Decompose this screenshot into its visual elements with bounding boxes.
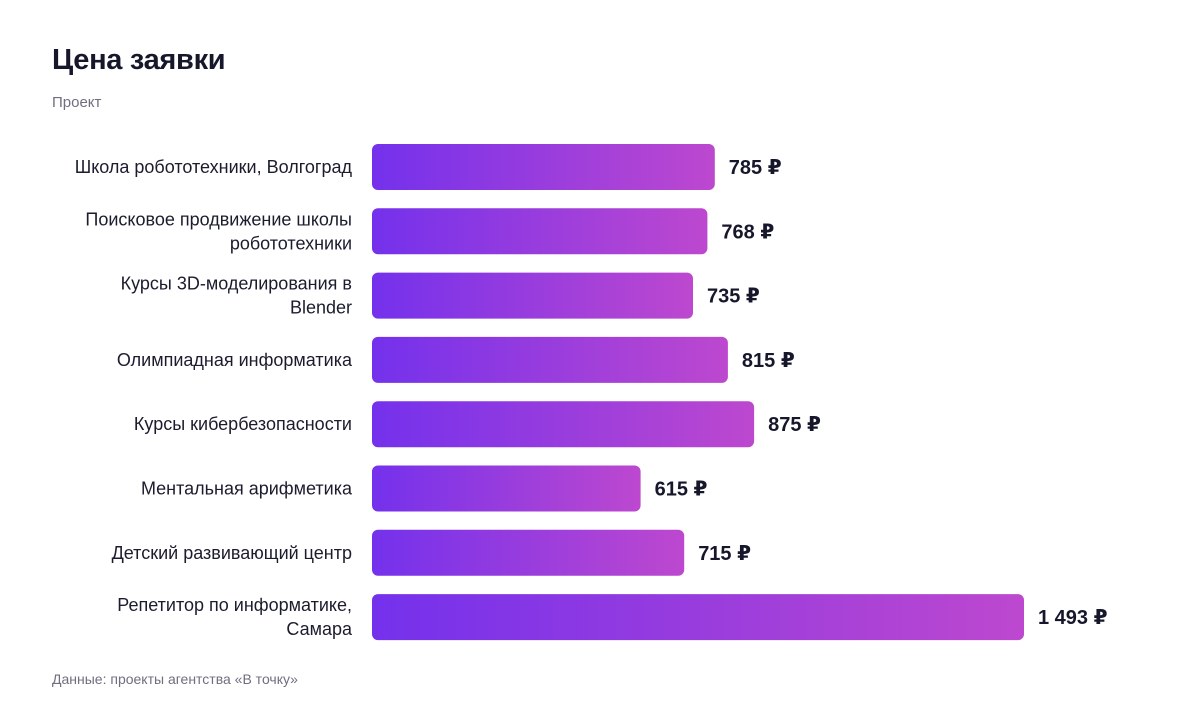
bar-8 xyxy=(372,594,1024,641)
category-label-6: Ментальная арифметика xyxy=(141,479,353,499)
value-label-3: 735 ₽ xyxy=(707,286,760,308)
value-label-1: 785 ₽ xyxy=(729,157,782,179)
category-label-1: Школа робототехники, Волгоград xyxy=(75,157,353,177)
category-label-4: Олимпиадная информатика xyxy=(117,350,353,370)
bar-5 xyxy=(372,401,755,448)
bar-2 xyxy=(372,208,708,255)
chart-subtitle: Проект xyxy=(52,94,102,111)
chart-title: Цена заявки xyxy=(52,44,226,76)
bar-6 xyxy=(372,465,641,512)
bar-7 xyxy=(372,529,685,576)
bar-3 xyxy=(372,272,693,319)
value-label-2: 768 ₽ xyxy=(721,221,774,243)
value-label-7: 715 ₽ xyxy=(698,543,751,565)
category-label-8: Репетитор по информатике, Самара xyxy=(117,595,353,639)
source-note: Данные: проекты агентства «В точку» xyxy=(52,671,298,687)
value-label-4: 815 ₽ xyxy=(742,350,795,372)
category-label-5: Курсы кибербезопасности xyxy=(134,414,352,434)
category-label-3: Курсы 3D-моделирования в Blender xyxy=(121,274,352,318)
value-label-5: 875 ₽ xyxy=(768,414,821,436)
bars-group: Школа робототехники, Волгоград 785 ₽ Поиск… xyxy=(75,144,1108,641)
value-label-6: 615 ₽ xyxy=(655,479,708,501)
bar-4 xyxy=(372,336,728,383)
category-label-7: Детский развивающий центр xyxy=(112,543,352,563)
bar-1 xyxy=(372,144,715,190)
value-label-8: 1 493 ₽ xyxy=(1038,607,1108,629)
category-label-2: Поисковое продвижение школы робототехники xyxy=(85,209,352,253)
